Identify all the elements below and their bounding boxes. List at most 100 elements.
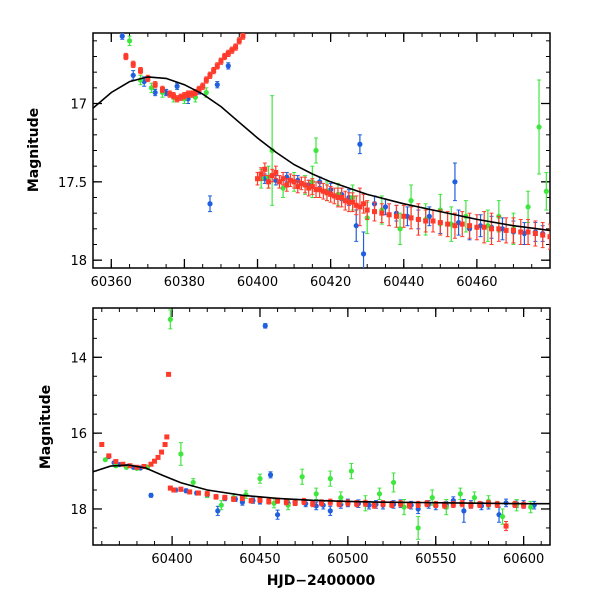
top-red-point	[489, 226, 495, 232]
bottom-red-point	[257, 497, 263, 503]
bottom-green-point	[299, 474, 305, 480]
top-blue-point	[130, 72, 136, 78]
bottom-red-point	[248, 498, 254, 504]
bottom-red-point	[494, 501, 500, 507]
top-red-point	[159, 86, 165, 92]
top-blue-point	[452, 179, 458, 185]
bottom-green-point	[429, 495, 435, 501]
top-red-point	[342, 198, 348, 204]
bottom-red-point	[113, 459, 119, 465]
top-red-point	[233, 44, 239, 50]
top-red-point	[386, 212, 392, 218]
top-red-point	[339, 195, 345, 200]
top-red-point	[123, 54, 129, 59]
top-red-point	[211, 68, 217, 74]
bottom-red-point	[106, 453, 112, 459]
top-red-point	[295, 184, 301, 190]
top-blue-point	[119, 33, 125, 39]
bottom-green-point	[415, 525, 421, 531]
top-red-point	[437, 220, 443, 226]
bottom-blue-point	[262, 323, 268, 329]
bottom-blue-point	[215, 508, 221, 514]
top-ylabel: Magnitude	[26, 108, 42, 192]
top-red-point	[167, 91, 173, 97]
top-blue-point	[214, 82, 220, 88]
bottom-green-point	[499, 513, 506, 520]
bottom-red-point	[292, 500, 298, 506]
bottom-y-tick-label: 16	[70, 427, 87, 442]
bottom-red-point	[195, 490, 201, 496]
bottom-red-point	[266, 498, 272, 504]
top-red-point	[185, 91, 191, 97]
top-red-point	[280, 176, 286, 182]
bottom-red-point	[362, 500, 368, 506]
top-red-point	[207, 72, 213, 78]
bottom-red-point	[222, 495, 228, 501]
bottom-red-point	[164, 434, 170, 440]
bottom-red-point	[166, 371, 172, 377]
top-red-point	[331, 193, 337, 199]
top-x-tick-label: 60420	[310, 275, 351, 290]
bottom-red-point	[380, 501, 386, 507]
top-red-point	[262, 166, 268, 172]
top-red-point	[430, 218, 436, 224]
top-plot-frame	[92, 32, 551, 269]
top-red-point	[174, 96, 180, 102]
top-red-point	[324, 190, 330, 196]
top-red-point	[276, 179, 282, 185]
bottom-data-layer	[93, 309, 550, 540]
bottom-red-point	[310, 501, 316, 507]
bottom-red-point	[213, 494, 219, 500]
top-red-point	[393, 213, 399, 219]
bottom-red-point	[450, 501, 456, 507]
bottom-green-point	[338, 495, 344, 501]
top-blue-point	[426, 213, 432, 219]
top-red-point	[445, 221, 451, 227]
top-x-tick-label: 60400	[237, 275, 278, 290]
bottom-red-point	[371, 502, 377, 508]
bottom-x-tick-label: 60550	[415, 552, 456, 567]
bottom-red-point	[336, 501, 342, 507]
top-red-point	[145, 75, 151, 81]
bottom-blue-point	[267, 472, 274, 478]
bottom-red-point	[512, 501, 518, 507]
bottom-red-point	[187, 489, 193, 495]
top-red-point	[474, 224, 480, 230]
bottom-green-point	[327, 476, 333, 482]
top-red-point	[218, 58, 224, 64]
top-red-point	[138, 68, 144, 74]
top-red-point	[265, 179, 271, 185]
top-red-point	[178, 94, 184, 100]
top-red-point	[189, 91, 195, 97]
top-green-point	[408, 198, 414, 204]
top-green-point	[543, 188, 549, 194]
top-y-tick-label: 18	[70, 254, 87, 269]
top-data-layer	[93, 33, 550, 268]
bottom-red-point	[433, 501, 439, 507]
top-red-point	[273, 169, 279, 175]
top-red-point	[350, 199, 356, 205]
bottom-y-tick-label: 18	[70, 503, 87, 518]
top-red-point	[532, 231, 538, 237]
top-blue-point	[152, 89, 158, 96]
top-red-point	[298, 180, 304, 186]
bottom-red-point	[155, 454, 161, 460]
top-red-point	[306, 185, 312, 191]
bottom-green-point	[190, 479, 196, 486]
top-green-point	[397, 226, 403, 232]
top-y-tick-label: 17	[70, 98, 87, 113]
bottom-plot-frame	[92, 307, 551, 546]
top-red-point	[361, 201, 367, 207]
top-red-point	[258, 171, 264, 177]
top-red-point	[467, 223, 473, 229]
top-red-point	[152, 82, 158, 88]
bottom-red-point	[159, 449, 165, 455]
top-red-point	[372, 209, 378, 215]
bottom-red-point	[301, 498, 307, 504]
top-red-point	[357, 204, 363, 210]
top-blue-point	[357, 141, 363, 147]
top-red-point	[192, 90, 198, 96]
bottom-red-point	[442, 502, 448, 508]
bottom-red-point	[327, 499, 333, 505]
top-red-point	[302, 182, 308, 188]
